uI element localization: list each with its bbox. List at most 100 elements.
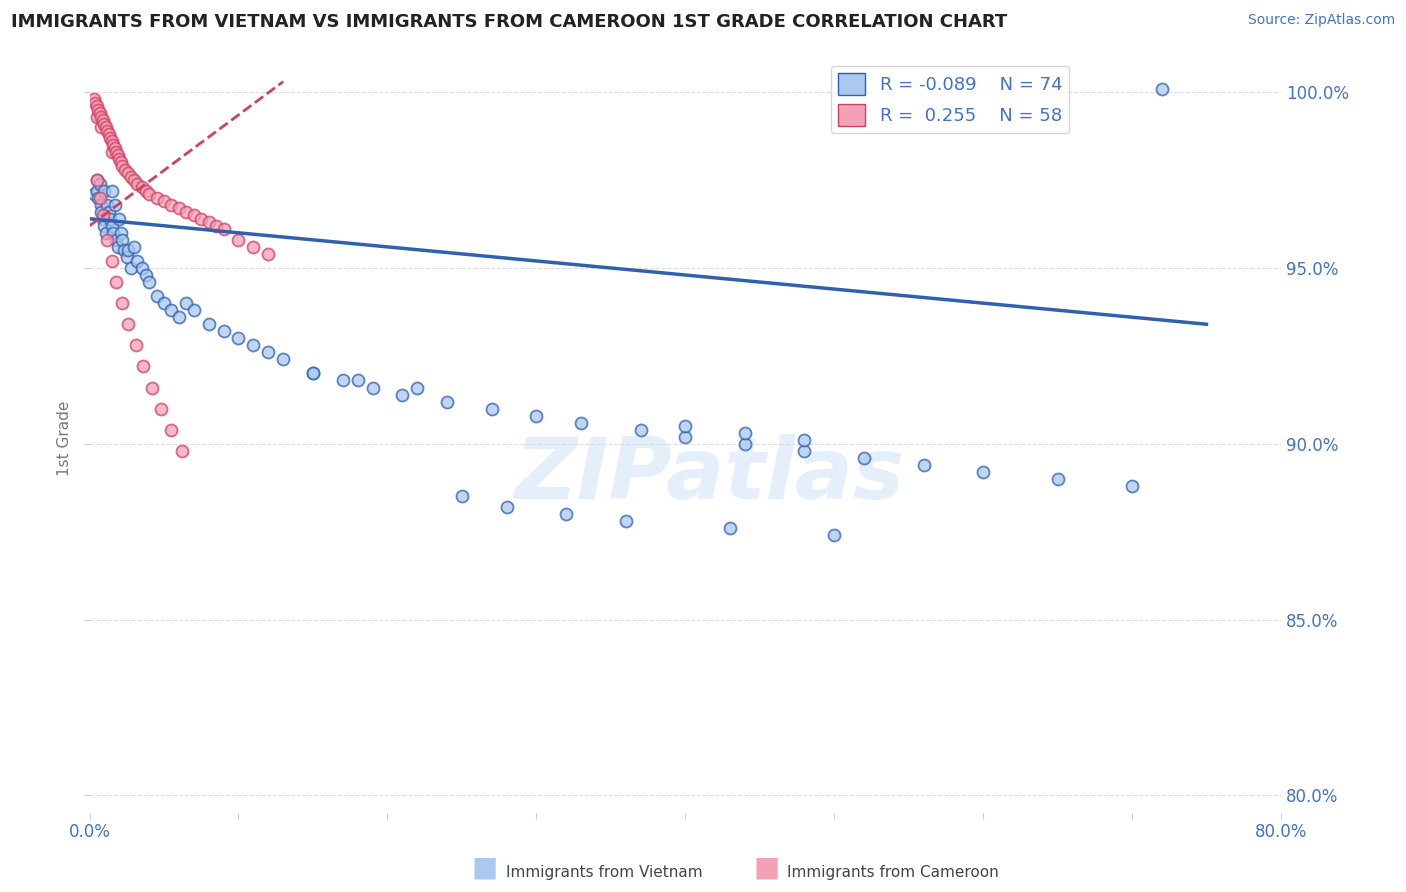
Point [87, 103, 110, 117]
Text: ■: ■ [472, 854, 498, 881]
Point [823, 528, 845, 542]
Point [105, 233, 128, 247]
Point [105, 275, 128, 289]
Point [83, 187, 105, 202]
Point [167, 201, 190, 215]
Point [86, 110, 108, 124]
Point [94, 120, 117, 135]
Point [212, 324, 235, 338]
Point [205, 219, 228, 233]
Point [1046, 472, 1069, 486]
Point [436, 394, 458, 409]
Point [125, 338, 148, 352]
Point [96, 124, 118, 138]
Point [793, 443, 815, 458]
Point [120, 169, 142, 184]
Text: IMMIGRANTS FROM VIETNAM VS IMMIGRANTS FROM CAMEROON 1ST GRADE CORRELATION CHART: IMMIGRANTS FROM VIETNAM VS IMMIGRANTS FR… [11, 13, 1008, 31]
Point [183, 208, 205, 222]
Point [170, 443, 193, 458]
Text: ■: ■ [754, 854, 779, 881]
Point [103, 226, 125, 240]
Point [145, 191, 167, 205]
Point [104, 141, 127, 155]
Point [117, 244, 139, 258]
Point [131, 260, 153, 275]
Point [100, 211, 122, 226]
Point [332, 374, 354, 388]
Point [160, 303, 183, 318]
Point [673, 419, 696, 434]
Point [104, 197, 127, 211]
Point [127, 254, 149, 268]
Point [361, 380, 384, 394]
Point [108, 152, 131, 166]
Point [718, 521, 741, 535]
Point [257, 345, 280, 359]
Point [111, 159, 134, 173]
Point [912, 458, 935, 472]
Point [127, 177, 149, 191]
Point [132, 359, 155, 374]
Point [271, 352, 294, 367]
Point [569, 416, 592, 430]
Point [101, 135, 124, 149]
Point [96, 233, 118, 247]
Point [524, 409, 547, 423]
Point [101, 145, 124, 159]
Point [91, 113, 114, 128]
Point [160, 423, 183, 437]
Point [630, 423, 652, 437]
Point [190, 211, 212, 226]
Point [86, 173, 108, 187]
Point [101, 184, 124, 198]
Point [228, 331, 250, 345]
Point [391, 387, 413, 401]
Point [114, 162, 136, 177]
Point [1150, 81, 1173, 95]
Point [89, 106, 111, 120]
Point [212, 222, 235, 236]
Point [135, 268, 157, 282]
Point [852, 450, 875, 465]
Point [228, 233, 250, 247]
Point [86, 99, 108, 113]
Point [614, 514, 637, 528]
Point [94, 226, 117, 240]
Point [97, 204, 120, 219]
Point [138, 275, 160, 289]
Point [141, 380, 163, 394]
Point [90, 204, 112, 219]
Point [91, 211, 114, 226]
Point [183, 303, 205, 318]
Point [176, 296, 198, 310]
Point [122, 173, 145, 187]
Point [1121, 479, 1143, 493]
Point [734, 426, 756, 441]
Text: Immigrants from Cameroon: Immigrants from Cameroon [787, 865, 1000, 880]
Point [138, 187, 160, 202]
Point [242, 240, 264, 254]
Legend: R = -0.089    N = 74, R =  0.255    N = 58: R = -0.089 N = 74, R = 0.255 N = 58 [831, 66, 1070, 133]
Point [131, 180, 153, 194]
Point [242, 338, 264, 352]
Point [495, 500, 517, 514]
Point [673, 430, 696, 444]
Point [197, 215, 219, 229]
Point [197, 317, 219, 331]
Point [87, 191, 110, 205]
Point [108, 211, 131, 226]
Point [107, 148, 129, 162]
Point [346, 374, 368, 388]
Point [120, 260, 142, 275]
Point [107, 240, 129, 254]
Point [101, 254, 124, 268]
Point [93, 219, 115, 233]
Point [972, 465, 994, 479]
Point [257, 247, 280, 261]
Point [101, 219, 124, 233]
Point [302, 367, 325, 381]
Point [96, 197, 118, 211]
Point [90, 120, 112, 135]
Point [112, 244, 135, 258]
Point [91, 208, 114, 222]
